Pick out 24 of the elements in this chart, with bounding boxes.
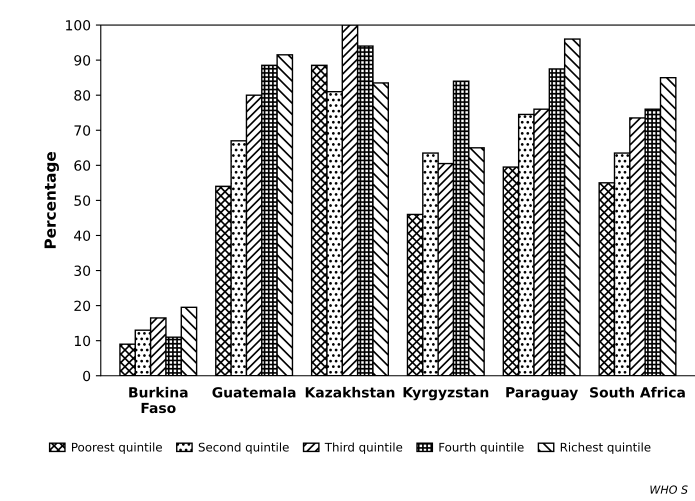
y-tick-label: 80 xyxy=(74,90,90,101)
y-tick-label: 10 xyxy=(74,336,90,346)
legend-label: Third quintile xyxy=(324,442,402,454)
y-tick-label: 100 xyxy=(66,20,90,31)
y-tick-label: 30 xyxy=(74,266,90,276)
y-tick-label: 40 xyxy=(74,230,90,241)
y-axis-title: Percentage xyxy=(44,152,59,248)
legend-label: Fourth quintile xyxy=(439,442,524,454)
legend-label: Richest quintile xyxy=(560,442,650,454)
y-tick-label: 60 xyxy=(74,160,90,171)
legend-label: Poorest quintile xyxy=(72,442,162,454)
y-tick-label: 70 xyxy=(74,125,90,136)
y-tick-label: 90 xyxy=(74,55,90,66)
text: WHO S xyxy=(650,485,688,494)
x-tick-label: Guatemala xyxy=(212,386,296,398)
x-tick-label: Burkina Faso xyxy=(129,386,188,414)
y-tick-label: 50 xyxy=(74,195,90,206)
x-tick-label: Paraguay xyxy=(506,387,578,400)
y-tick-label: 20 xyxy=(74,300,90,312)
y-tick-label: 0 xyxy=(83,370,90,382)
x-tick-label: South Africa xyxy=(590,386,685,398)
legend-label: Second quintile xyxy=(198,442,289,454)
x-tick-label: Kyrgyzstan xyxy=(404,387,488,400)
x-tick-label: Kazakhstan xyxy=(306,386,394,398)
